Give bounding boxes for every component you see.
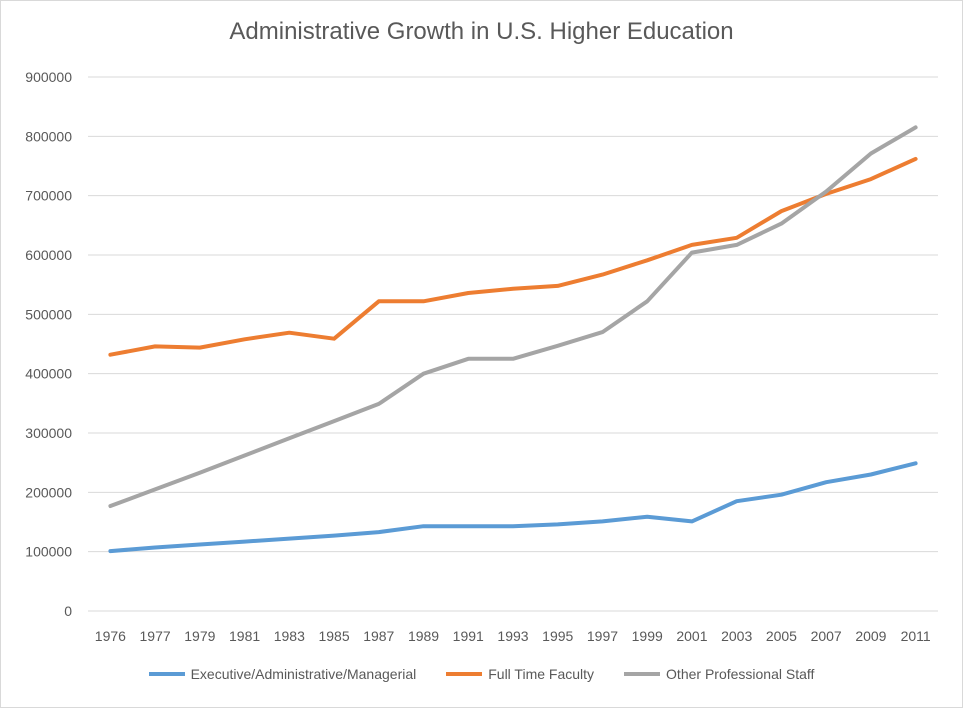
x-tick-label: 2003 (721, 628, 752, 644)
legend-swatch (446, 672, 483, 676)
legend-label: Other Professional Staff (666, 666, 815, 682)
x-tick-label: 1987 (363, 628, 394, 644)
legend-item-other-staff: Other Professional Staff (624, 666, 814, 682)
x-tick-label: 1999 (632, 628, 663, 644)
x-axis-ticks: 1976 1977 1979 1981 1983 1985 1987 1989 1991 1993… (95, 628, 931, 644)
y-tick-label: 700000 (25, 188, 72, 204)
x-tick-label: 1983 (274, 628, 305, 644)
y-tick-label: 0 (64, 603, 72, 619)
x-tick-label: 1981 (229, 628, 260, 644)
legend-label: Full Time Faculty (488, 666, 595, 682)
x-tick-label: 1979 (184, 628, 215, 644)
legend-item-faculty: Full Time Faculty (446, 666, 594, 682)
x-tick-label: 2007 (811, 628, 842, 644)
y-tick-label: 900000 (25, 69, 72, 85)
x-tick-label: 2009 (855, 628, 886, 644)
x-tick-label: 1993 (497, 628, 528, 644)
series-line-2 (108, 125, 918, 508)
series-line-1 (108, 156, 918, 357)
series-line-0 (108, 461, 918, 554)
y-tick-label: 800000 (25, 128, 72, 144)
legend-item-executive: Executive/Administrative/Managerial (148, 666, 417, 682)
x-tick-label: 1985 (318, 628, 349, 644)
y-tick-label: 600000 (25, 247, 72, 263)
legend: Executive/Administrative/Managerial Full… (0, 666, 963, 682)
x-tick-label: 1995 (542, 628, 573, 644)
y-tick-label: 300000 (25, 425, 72, 441)
legend-swatch (148, 672, 185, 676)
x-tick-label: 1976 (95, 628, 126, 644)
x-tick-label: 1989 (408, 628, 439, 644)
y-axis-ticks: 0 100000 200000 300000 400000 500000 600000 700… (25, 69, 72, 619)
chart-title: Administrative Growth in U.S. Higher Edu… (229, 18, 734, 45)
x-tick-label: 1991 (453, 628, 484, 644)
x-tick-label: 1977 (140, 628, 171, 644)
legend-swatch (624, 672, 661, 676)
y-tick-label: 400000 (25, 366, 72, 382)
y-tick-label: 100000 (25, 544, 72, 560)
x-tick-label: 2001 (676, 628, 707, 644)
x-tick-label: 1997 (587, 628, 618, 644)
x-tick-label: 2005 (766, 628, 797, 644)
y-tick-label: 200000 (25, 484, 72, 500)
legend-label: Executive/Administrative/Managerial (190, 666, 417, 682)
x-tick-label: 2011 (901, 628, 931, 644)
series-lines (108, 125, 918, 554)
y-tick-label: 500000 (25, 306, 72, 322)
